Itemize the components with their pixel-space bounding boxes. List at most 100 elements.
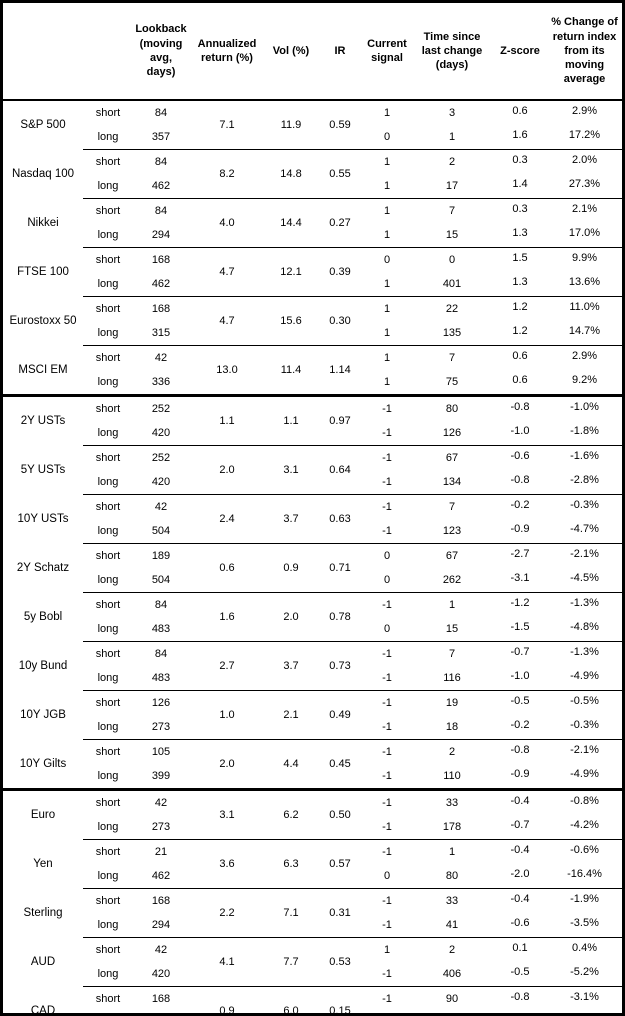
- row-ftse-100-long: long 462 1 401 1.3 13.6%: [3, 272, 622, 297]
- cell-zscore-value: -0.7: [510, 646, 530, 658]
- cell-zscore-value: 0.6: [512, 374, 528, 386]
- cell-asset-name: AUD: [30, 956, 56, 968]
- cell-leg-short: short: [83, 986, 133, 1011]
- col-header-time-since: Time since last change (days): [411, 3, 493, 101]
- cell-ir: 0.63: [317, 494, 363, 544]
- cell-vol: 3.1: [265, 445, 317, 495]
- cell-current-signal: -1: [363, 592, 411, 617]
- cell-leg-long: long: [97, 821, 119, 833]
- cell-leg-short: short: [83, 296, 133, 321]
- cell-leg-long: long: [97, 770, 119, 782]
- cell-zscore-value: 1.2: [512, 325, 528, 337]
- cell-ir: 0.50: [317, 788, 363, 840]
- cell-asset-name: Yen: [33, 858, 53, 870]
- cell-pct-change-value: 2.1%: [571, 203, 598, 215]
- cell-vol: 2.0: [265, 592, 317, 642]
- cell-time-since-change: 67: [411, 445, 493, 470]
- cell-time-since-change: 80: [411, 394, 493, 421]
- cell-leg-short: short: [83, 839, 133, 864]
- row-10y-jgb-short: 10Y JGB short 126 1.0 2.1 0.49 -1 19 -0.5 -0.5%: [3, 690, 622, 740]
- cell-lookback: 168: [133, 296, 189, 321]
- cell-current-signal: 1: [363, 345, 411, 370]
- cell-zscore-value: -2.7: [510, 548, 530, 560]
- cell-pct-change: -4.2%: [547, 815, 622, 840]
- cell-time-since-change: 7: [411, 198, 493, 223]
- cell-zscore-value: 1.3: [512, 227, 528, 239]
- cell-asset-name: 10Y Gilts: [19, 757, 67, 770]
- col-header-pct-change: % Change of return index from its moving…: [547, 3, 622, 101]
- cell-leg-short: short: [83, 592, 133, 617]
- cell-pct-change: -1.8%: [547, 421, 622, 446]
- cell-annualized-return: 2.0: [189, 739, 265, 790]
- cell-annualized-return: 2.2: [189, 888, 265, 938]
- cell-annualized-return: 3.1: [189, 788, 265, 840]
- cell-pct-change-value: -1.3%: [570, 646, 599, 658]
- cell-pct-change: -1.6%: [547, 445, 622, 470]
- cell-lookback: 357: [151, 131, 171, 143]
- cell-zscore: -2.7: [493, 543, 547, 568]
- cell-time-since-change: 406: [442, 968, 462, 980]
- cell-pct-change-value: -4.2%: [570, 819, 599, 831]
- cell-lookback: 84: [154, 107, 168, 119]
- row-10y-gilts-long: long 399 -1 110 -0.9 -4.9%: [3, 764, 622, 790]
- cell-zscore: 0.1: [493, 937, 547, 962]
- cell-pct-change-value: -2.8%: [570, 474, 599, 486]
- cell-lookback: 273: [151, 721, 171, 733]
- cell-pct-change: -4.9%: [547, 666, 622, 691]
- col-header-asset: [3, 3, 83, 101]
- cell-pct-change: 17.2%: [547, 125, 622, 150]
- row-sterling-short: Sterling short 168 2.2 7.1 0.31 -1 33 -0.4 -1.9%: [3, 888, 622, 938]
- cell-current-signal: -1: [382, 525, 392, 537]
- cell-time-since-change: 7: [411, 494, 493, 519]
- cell-ir: 1.14: [317, 345, 363, 396]
- cell-time-since-change: 18: [445, 721, 459, 733]
- col-header-vol: Vol (%): [265, 3, 317, 101]
- cell-lookback: 483: [151, 672, 171, 684]
- cell-pct-change-value: 0.4%: [571, 942, 598, 954]
- cell-ir: 0.30: [317, 296, 363, 346]
- cell-zscore: -0.8: [493, 394, 547, 421]
- cell-ir: 0.55: [317, 149, 363, 199]
- row-5y-usts-long: long 420 -1 134 -0.8 -2.8%: [3, 470, 622, 495]
- cell-zscore-value: -0.6: [510, 917, 530, 929]
- cell-pct-change-value: -1.8%: [570, 425, 599, 437]
- cell-pct-change-value: 27.3%: [568, 178, 601, 190]
- cell-time-since-change: 15: [445, 623, 459, 635]
- cell-leg-short: short: [83, 641, 133, 666]
- cell-zscore: -0.5: [493, 690, 547, 715]
- cell-time-since-change: 7: [411, 641, 493, 666]
- cell-lookback: 504: [151, 525, 171, 537]
- cell-zscore-value: -0.4: [510, 795, 530, 807]
- cell-leg-short: short: [83, 247, 133, 272]
- cell-zscore-value: -1.0: [510, 425, 530, 437]
- cell-time-since-change: 1: [411, 592, 493, 617]
- cell-annualized-return: 4.7: [189, 296, 265, 346]
- row-nikkei-long: long 294 1 15 1.3 17.0%: [3, 223, 622, 248]
- cell-asset-name: Eurostoxx 50: [9, 315, 77, 327]
- cell-annualized-return: 2.7: [189, 641, 265, 691]
- cell-current-signal: 0: [363, 543, 411, 568]
- cell-ir: 0.71: [317, 543, 363, 593]
- cell-lookback: 42: [133, 788, 189, 815]
- cell-current-signal: 1: [383, 229, 391, 241]
- cell-pct-change-value: -2.1%: [570, 744, 599, 756]
- cell-pct-change: 2.9%: [547, 100, 622, 125]
- cell-current-signal: 1: [363, 198, 411, 223]
- cell-time-since-change: 19: [411, 690, 493, 715]
- col-header-ir: IR: [317, 3, 363, 101]
- cell-zscore-value: -0.7: [510, 819, 530, 831]
- cell-pct-change: -2.1%: [547, 543, 622, 568]
- cell-zscore: -0.8: [493, 739, 547, 764]
- cell-lookback: 168: [133, 888, 189, 913]
- cell-lookback: 504: [151, 574, 171, 586]
- cell-current-signal: -1: [363, 690, 411, 715]
- cell-zscore: -0.2: [493, 494, 547, 519]
- row-yen-short: Yen short 21 3.6 6.3 0.57 -1 1 -0.4 -0.6%: [3, 839, 622, 889]
- cell-lookback: 294: [151, 919, 171, 931]
- cell-asset-name: 2Y Schatz: [16, 562, 70, 574]
- cell-leg-short: short: [83, 543, 133, 568]
- cell-current-signal: 1: [363, 149, 411, 174]
- cell-pct-change: -0.3%: [547, 715, 622, 740]
- cell-lookback: 84: [133, 198, 189, 223]
- row-s-p-500-short: S&P 500 short 84 7.1 11.9 0.59 1 3 0.6 2.9%: [3, 100, 622, 131]
